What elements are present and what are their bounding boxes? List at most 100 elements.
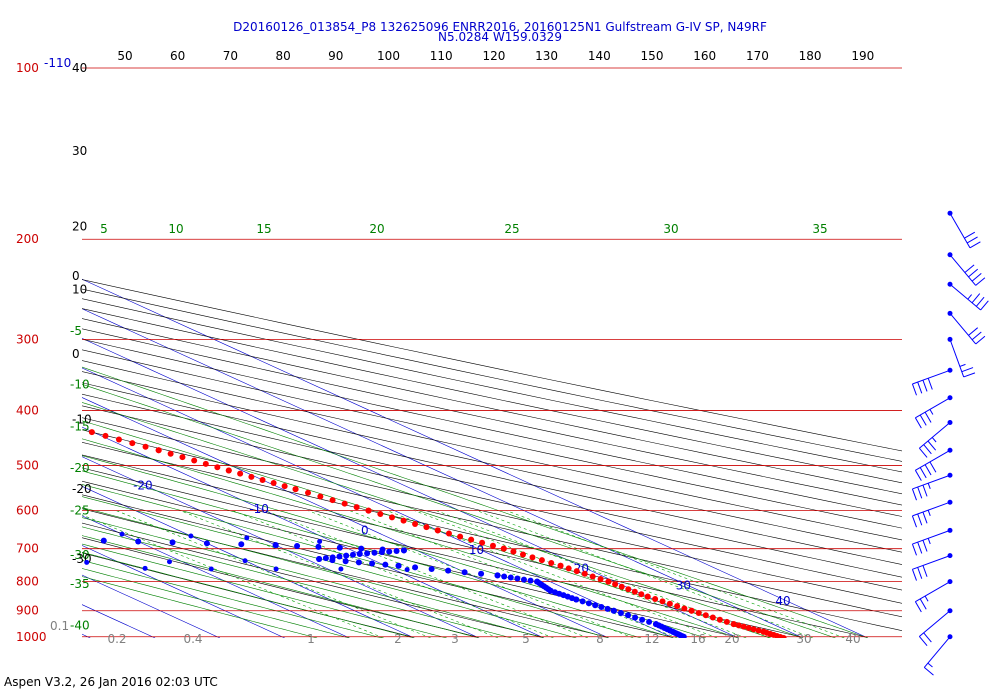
temperature-point [625, 586, 632, 593]
pressure-tick-label: 100 [16, 61, 39, 75]
dry-adiabat-line [82, 494, 671, 638]
dry-adiabat-line [82, 328, 902, 506]
moist-adiabat-line [82, 366, 868, 638]
temperature-point [489, 542, 496, 549]
temperature-point [597, 576, 604, 583]
moist-adiabat-line [82, 526, 512, 638]
mixing-ratio-line [349, 510, 678, 638]
temperature-point [225, 467, 232, 474]
left-side-label: 10 [72, 282, 87, 296]
dewpoint-point [0, 512, 5, 518]
wind-barbs [911, 210, 989, 676]
wind-barb [911, 499, 953, 528]
dry-adiabat-line [82, 522, 542, 638]
mixing-ratio-line [386, 510, 718, 638]
wind-barb [923, 634, 953, 676]
left-side-label: 0 [72, 347, 80, 361]
dry-adiabat-label: 190 [851, 49, 874, 63]
temperature-point [573, 568, 580, 575]
dewpoint-point [0, 512, 5, 518]
dewpoint-point [585, 600, 592, 607]
dewpoint-point [8, 532, 14, 538]
dewpoint-point [371, 549, 378, 556]
dewpoint-point [47, 506, 53, 512]
left-side-label: -20 [70, 461, 90, 475]
moist-adiabat-line [82, 507, 577, 638]
dewpoint-point [520, 576, 527, 583]
temperature-point [529, 554, 536, 561]
isotherm-line [82, 456, 480, 638]
temperature-point [479, 539, 486, 546]
temperature-point [716, 616, 723, 623]
dewpoint-point [395, 562, 402, 569]
left-side-label: -10 [70, 377, 90, 391]
moist-adiabat-label: 5 [100, 222, 108, 236]
dry-adiabat-line [82, 454, 866, 638]
dewpoint-point [26, 493, 32, 499]
left-side-label: 30 [72, 144, 87, 158]
left-side-label: -20 [72, 482, 92, 496]
pressure-tick-label: 700 [16, 542, 39, 556]
isotherm-label: -20 [133, 478, 153, 492]
dry-adiabat-label: 100 [377, 49, 400, 63]
temperature-point [605, 578, 612, 585]
mixing-ratio-label: 3 [451, 632, 459, 646]
dry-adiabat-line [82, 288, 902, 462]
temperature-point [377, 510, 384, 517]
mixing-ratio-lines [82, 510, 845, 638]
dewpoint-point [646, 618, 653, 625]
left-side-label: -5 [70, 324, 82, 338]
temperature-point [412, 520, 419, 527]
isotherm-line [82, 278, 869, 638]
pressure-tick-label: 200 [16, 232, 39, 246]
dewpoint-point [17, 491, 23, 497]
dry-adiabat-line [82, 405, 902, 591]
dewpoint-point [84, 559, 90, 565]
wind-barb [947, 210, 981, 249]
moist-adiabat-label: 35 [812, 222, 827, 236]
dewpoint-point [53, 499, 59, 505]
dewpoint-point [203, 540, 210, 547]
mixing-ratio-line [414, 510, 747, 638]
dewpoint-point [316, 556, 323, 563]
dry-adiabat-line [82, 360, 902, 541]
temperature-point [46, 418, 52, 424]
mixing-ratio-label: 1 [307, 632, 315, 646]
axis-labels: 1002003004005006007008009001000-20-10010… [16, 49, 874, 646]
temperature-point [674, 603, 681, 610]
wind-barb [911, 367, 953, 396]
temperature-point [281, 483, 288, 490]
left-side-label: -40 [70, 618, 90, 632]
dewpoint-point [342, 558, 349, 565]
dewpoint-point [527, 577, 534, 584]
mixing-ratio-label: 0.4 [183, 632, 202, 646]
temperature-point [745, 624, 752, 631]
dewpoint-point [349, 551, 356, 558]
temperature-point [557, 562, 564, 569]
dewpoint-point [47, 535, 53, 541]
dewpoint-point [82, 520, 83, 522]
mixing-ratio-line [265, 510, 588, 638]
dewpoint-point [386, 548, 393, 555]
dry-adiabat-line [82, 318, 902, 495]
temperature-point [292, 486, 299, 493]
dewpoint-point [336, 544, 343, 551]
isotherm-label: 10 [469, 543, 484, 557]
temperature-point [167, 450, 174, 457]
temperature-point [214, 464, 221, 471]
temperature-point [730, 621, 737, 628]
dewpoint-point [378, 549, 385, 556]
dewpoint-point [166, 559, 172, 565]
pressure-tick-label: 1000 [16, 630, 47, 644]
temperature-point [702, 612, 709, 619]
temperature-point [155, 447, 162, 454]
temperature-point [681, 605, 688, 612]
moist-adiabat-line [82, 402, 804, 638]
dewpoint-point [59, 505, 65, 511]
pressure-tick-label: 800 [16, 575, 39, 589]
pressure-tick-label: 300 [16, 332, 39, 346]
dry-adiabat-line [82, 298, 902, 473]
moist-adiabat-label: 25 [504, 222, 519, 236]
dewpoint-point [507, 574, 514, 581]
